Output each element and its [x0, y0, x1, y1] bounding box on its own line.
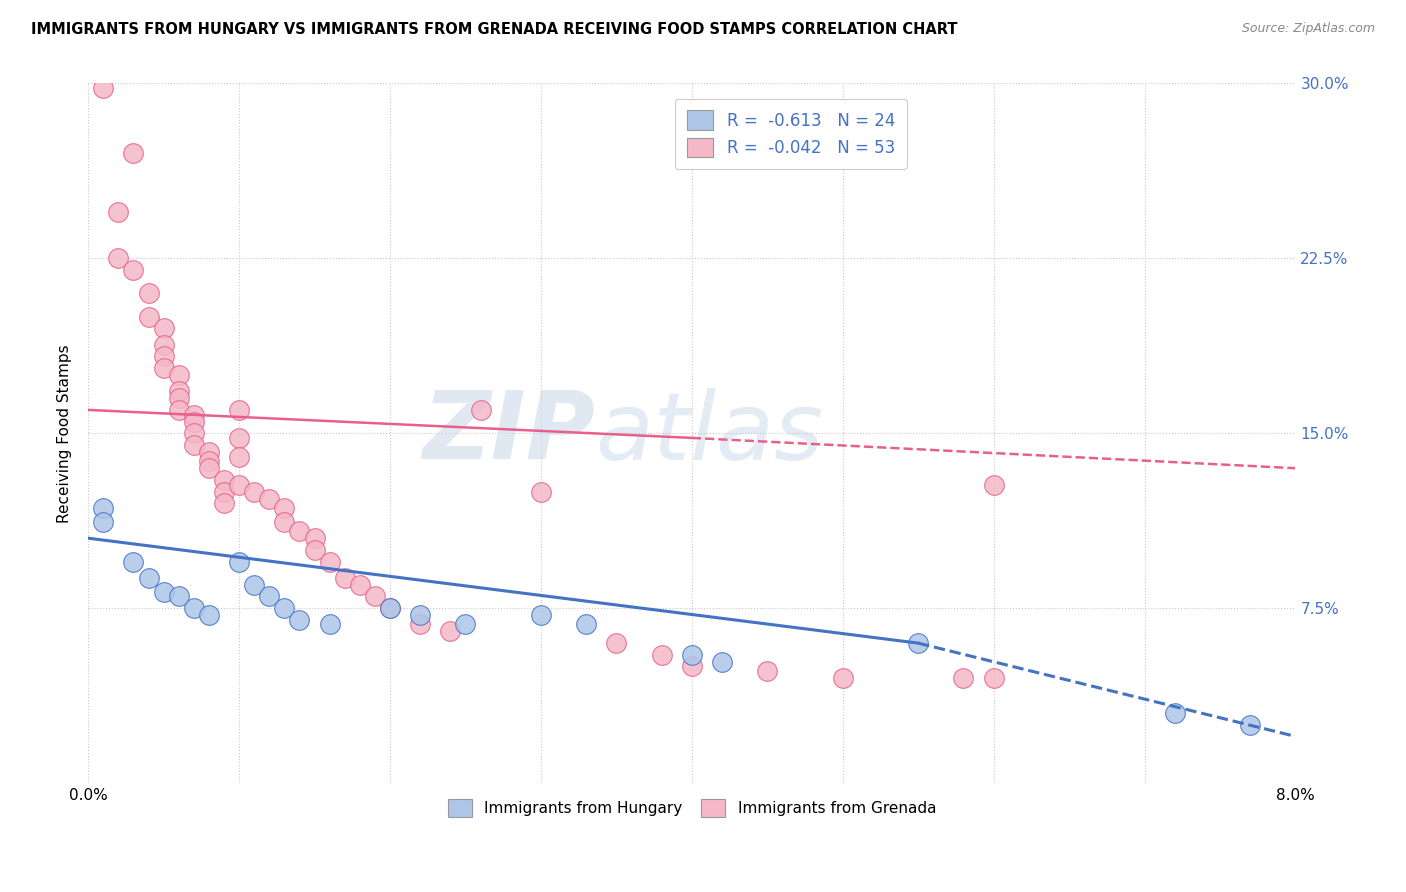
Point — [439, 624, 461, 639]
Legend: Immigrants from Hungary, Immigrants from Grenada: Immigrants from Hungary, Immigrants from… — [440, 791, 943, 824]
Point — [122, 554, 145, 568]
Point — [183, 415, 205, 429]
Point — [681, 659, 703, 673]
Point — [1239, 717, 1261, 731]
Text: ZIP: ZIP — [422, 387, 595, 479]
Point — [333, 571, 356, 585]
Point — [228, 477, 250, 491]
Point — [318, 617, 340, 632]
Point — [122, 146, 145, 161]
Point — [530, 608, 553, 623]
Point — [198, 461, 221, 475]
Point — [318, 554, 340, 568]
Point — [273, 500, 295, 515]
Point — [212, 496, 235, 510]
Point — [288, 613, 311, 627]
Point — [228, 554, 250, 568]
Point — [91, 500, 114, 515]
Point — [983, 671, 1005, 685]
Point — [167, 384, 190, 399]
Point — [952, 671, 974, 685]
Point — [257, 590, 280, 604]
Point — [228, 403, 250, 417]
Text: Source: ZipAtlas.com: Source: ZipAtlas.com — [1241, 22, 1375, 36]
Point — [651, 648, 673, 662]
Point — [198, 454, 221, 468]
Point — [756, 664, 779, 678]
Point — [983, 477, 1005, 491]
Point — [138, 310, 160, 324]
Point — [167, 590, 190, 604]
Point — [198, 608, 221, 623]
Point — [409, 608, 432, 623]
Point — [167, 368, 190, 382]
Point — [530, 484, 553, 499]
Point — [907, 636, 929, 650]
Point — [605, 636, 627, 650]
Point — [831, 671, 853, 685]
Point — [212, 484, 235, 499]
Point — [378, 601, 401, 615]
Point — [378, 601, 401, 615]
Point — [454, 617, 477, 632]
Point — [228, 431, 250, 445]
Point — [138, 571, 160, 585]
Point — [183, 438, 205, 452]
Point — [152, 360, 174, 375]
Point — [91, 81, 114, 95]
Point — [364, 590, 387, 604]
Point — [681, 648, 703, 662]
Point — [1164, 706, 1187, 720]
Point — [304, 542, 326, 557]
Point — [288, 524, 311, 538]
Point — [257, 491, 280, 506]
Point — [138, 286, 160, 301]
Y-axis label: Receiving Food Stamps: Receiving Food Stamps — [58, 344, 72, 523]
Point — [183, 408, 205, 422]
Point — [212, 473, 235, 487]
Point — [273, 601, 295, 615]
Point — [228, 450, 250, 464]
Point — [575, 617, 598, 632]
Point — [198, 445, 221, 459]
Point — [152, 321, 174, 335]
Point — [409, 617, 432, 632]
Point — [183, 426, 205, 441]
Point — [183, 601, 205, 615]
Point — [152, 337, 174, 351]
Text: IMMIGRANTS FROM HUNGARY VS IMMIGRANTS FROM GRENADA RECEIVING FOOD STAMPS CORRELA: IMMIGRANTS FROM HUNGARY VS IMMIGRANTS FR… — [31, 22, 957, 37]
Point — [152, 584, 174, 599]
Point — [91, 515, 114, 529]
Point — [167, 391, 190, 405]
Point — [167, 403, 190, 417]
Point — [122, 263, 145, 277]
Text: atlas: atlas — [595, 388, 824, 479]
Point — [470, 403, 492, 417]
Point — [711, 655, 734, 669]
Point — [349, 578, 371, 592]
Point — [273, 515, 295, 529]
Point — [243, 578, 266, 592]
Point — [243, 484, 266, 499]
Point — [152, 349, 174, 363]
Point — [107, 252, 129, 266]
Point — [107, 204, 129, 219]
Point — [304, 531, 326, 545]
